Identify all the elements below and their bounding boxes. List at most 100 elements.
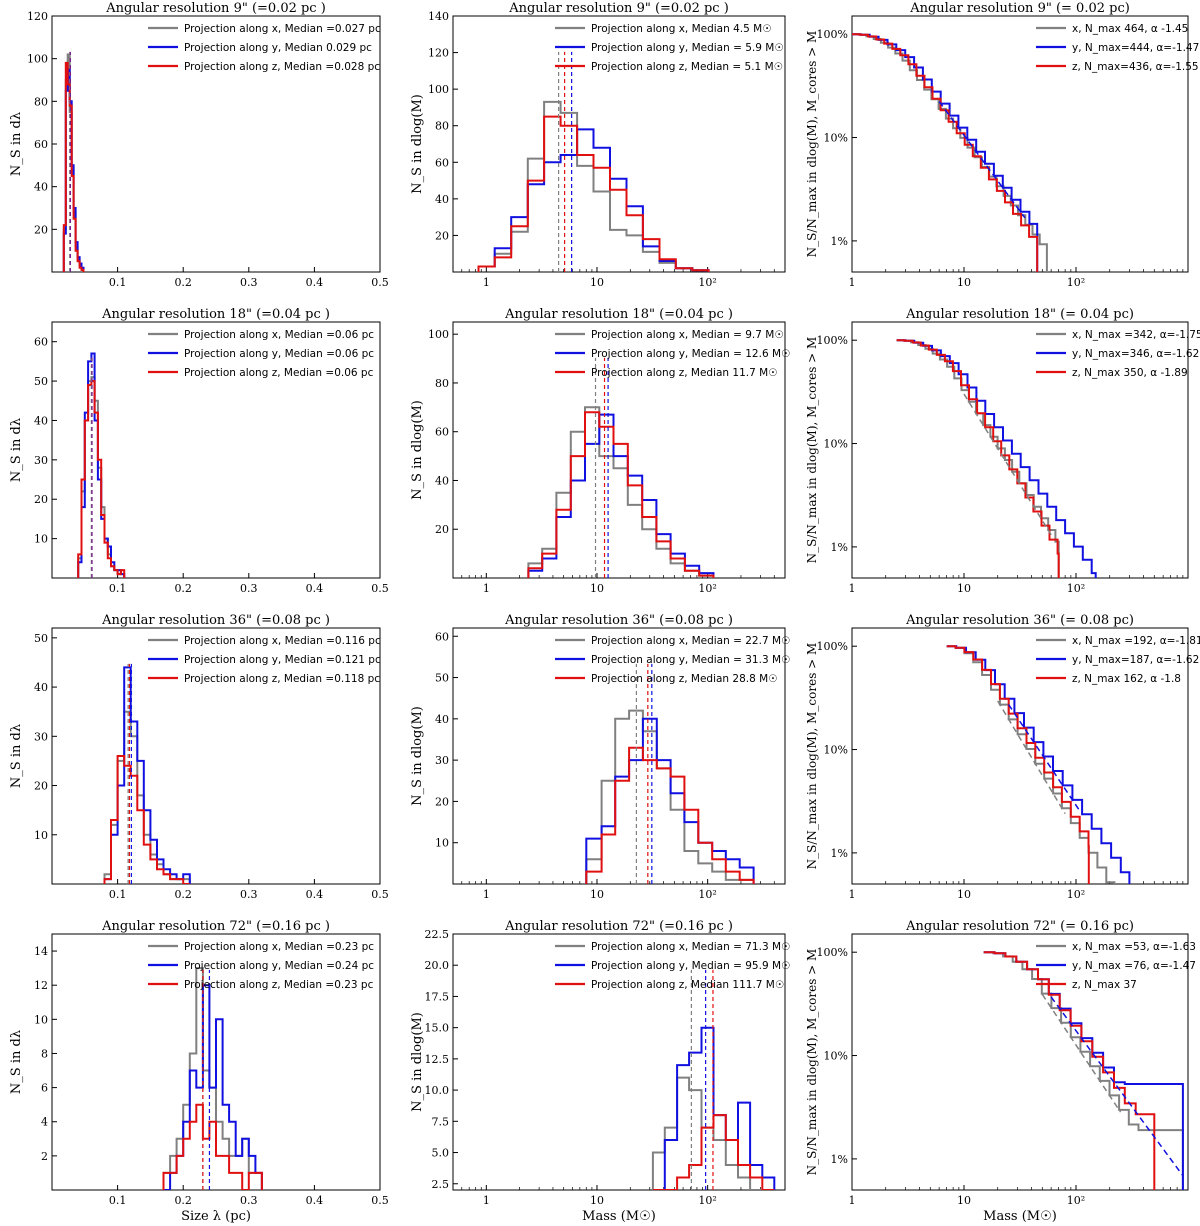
- y-tick-label: 5.0: [432, 1147, 450, 1160]
- cmf-series-y: [852, 33, 1039, 272]
- x-tick-label: 1: [849, 1194, 856, 1207]
- histogram-series-z: [585, 746, 755, 884]
- power-law-fit-y: [938, 101, 1026, 219]
- cmf-series-z: [852, 33, 1039, 272]
- x-tick-label: 10: [957, 888, 971, 901]
- x-tick-label: 10²: [698, 276, 716, 289]
- y-tick-label: 20: [34, 223, 48, 236]
- y-tick-label: 140: [428, 10, 449, 23]
- panel-cmf-9: Angular resolution 9" (= 0.02 pc) 1 10 10² 1…: [805, 1, 1199, 289]
- y-tick-label: 20: [435, 523, 449, 536]
- y-tick-label: 6: [41, 1082, 48, 1095]
- chart-title: Angular resolution 9" (=0.02 pc ): [105, 1, 326, 16]
- panel-cmf-72: Angular resolution 72" (= 0.16 pc) 1 10 10²…: [805, 919, 1196, 1224]
- y-tick-label: 60: [435, 156, 449, 169]
- cmf-series-x: [852, 33, 1048, 272]
- legend: x, N_max 464, α -1.45 y, N_max=444, α=-1.…: [1036, 23, 1199, 73]
- power-law-fit-x: [997, 700, 1066, 815]
- x-tick-label: 0.1: [109, 1194, 127, 1207]
- y-axis-label: N_S/N_max in dlog(M), M_cores > M: [805, 337, 819, 564]
- x-tick-label: 10: [590, 888, 604, 901]
- y-axis-label: N_S in dλ: [9, 1030, 24, 1094]
- legend-entry-y: y, N_max =76, α=-1.47: [1072, 960, 1196, 972]
- x-tick-label: 0.4: [306, 582, 324, 595]
- histogram-series-z: [652, 1114, 775, 1190]
- plot-area: [651, 969, 776, 1190]
- legend-entry-y: Projection along y, Median = 31.3 M☉: [591, 654, 790, 666]
- legend-entry-x: Projection along x, Median =0.027 pc: [184, 23, 381, 35]
- legend-entry-z: Projection along z, Median =0.23 pc: [184, 979, 374, 991]
- chart-title: Angular resolution 72" (=0.16 pc ): [504, 919, 733, 934]
- y-axis-label: N_S in dλ: [9, 418, 24, 482]
- y-tick-label: 50: [435, 672, 449, 685]
- y-tick-label: 60: [34, 336, 48, 349]
- x-tick-label: 10²: [1067, 1194, 1085, 1207]
- legend-entry-z: z, N_max=436, α=-1.55: [1072, 61, 1199, 73]
- y-tick-label: 80: [435, 120, 449, 133]
- power-law-fit-x: [1041, 993, 1122, 1113]
- legend-entry-y: Projection along y, Median =0.06 pc: [184, 348, 374, 360]
- y-tick-label: 12.5: [425, 1053, 450, 1066]
- plot-frame: [51, 627, 381, 885]
- plot-area: [62, 51, 85, 272]
- y-axis-label: N_S in dlog(M): [410, 94, 425, 194]
- y-axis-label: N_S in dlog(M): [410, 400, 425, 500]
- y-tick-label: 1%: [831, 541, 848, 554]
- chart-title: Angular resolution 9" (= 0.02 pc): [909, 1, 1130, 16]
- y-tick-label: 10%: [824, 132, 848, 145]
- x-tick-label: 0.3: [240, 1194, 258, 1207]
- y-tick-label: 10%: [824, 438, 848, 451]
- y-tick-label: 1%: [831, 1153, 848, 1166]
- y-tick-label: 40: [435, 713, 449, 726]
- plot-area: [477, 51, 710, 272]
- legend-entry-y: Projection along y, Median =0.24 pc: [184, 960, 374, 972]
- chart-title: Angular resolution 36" (=0.08 pc ): [504, 613, 733, 628]
- x-tick-label: 0.2: [174, 1194, 192, 1207]
- legend-entry-x: x, N_max =192, α=-1.81: [1072, 635, 1200, 647]
- legend: Projection along x, Median = 71.3 M☉ Proj…: [555, 941, 790, 991]
- plot-frame: [51, 15, 381, 273]
- y-tick-label: 12: [34, 979, 48, 992]
- y-tick-label: 120: [27, 10, 48, 23]
- histogram-series-z: [162, 1103, 263, 1190]
- chart-title: Angular resolution 18" (=0.04 pc ): [504, 307, 733, 322]
- cmf-series-x: [896, 339, 1060, 578]
- x-tick-label: 1: [849, 888, 856, 901]
- x-tick-label: 10: [957, 582, 971, 595]
- histogram-series-z: [527, 411, 715, 578]
- plot-area: [162, 967, 263, 1190]
- y-tick-label: 1%: [831, 847, 848, 860]
- chart-title: Angular resolution 36" (= 0.08 pc): [905, 613, 1134, 628]
- x-tick-label: 0.2: [174, 276, 192, 289]
- y-axis-label: N_S in dlog(M): [410, 706, 425, 806]
- plot-area: [852, 33, 1048, 272]
- histogram-series-y: [477, 128, 710, 272]
- y-tick-label: 120: [428, 47, 449, 60]
- plot-frame: [51, 321, 381, 579]
- plot-area: [103, 663, 191, 884]
- x-tick-label: 0.3: [240, 276, 258, 289]
- legend: x, N_max =192, α=-1.81 y, N_max=187, α=-1…: [1036, 635, 1200, 685]
- panel-size-9: Angular resolution 9" (=0.02 pc ) 0.1 0.2 0…: [9, 1, 389, 289]
- legend-entry-z: z, N_max 37: [1072, 979, 1137, 991]
- x-tick-label: 1: [483, 276, 490, 289]
- x-tick-label: 10: [957, 276, 971, 289]
- x-tick-label: 0.4: [306, 276, 324, 289]
- y-tick-label: 8: [41, 1047, 48, 1060]
- legend: x, N_max =342, α=-1.75 y, N_max=346, α=-1…: [1036, 329, 1200, 379]
- y-tick-label: 80: [435, 377, 449, 390]
- y-tick-label: 80: [34, 95, 48, 108]
- y-axis-label: N_S in dλ: [9, 112, 24, 176]
- power-law-fit-y: [1007, 704, 1082, 813]
- legend: Projection along x, Median =0.027 pc Proj…: [148, 23, 381, 73]
- legend: Projection along x, Median =0.116 pc Proj…: [148, 635, 381, 685]
- legend-entry-z: Projection along z, Median =0.028 pc: [184, 61, 380, 73]
- x-axis-label: Mass (M☉): [983, 1209, 1057, 1224]
- legend-entry-x: Projection along x, Median 4.5 M☉: [591, 23, 772, 35]
- legend-entry-x: Projection along x, Median =0.06 pc: [184, 329, 374, 341]
- x-tick-label: 0.1: [109, 276, 127, 289]
- x-tick-label: 0.4: [306, 888, 324, 901]
- chart-title: Angular resolution 9" (=0.02 pc ): [508, 1, 729, 16]
- y-tick-label: 20.0: [425, 959, 450, 972]
